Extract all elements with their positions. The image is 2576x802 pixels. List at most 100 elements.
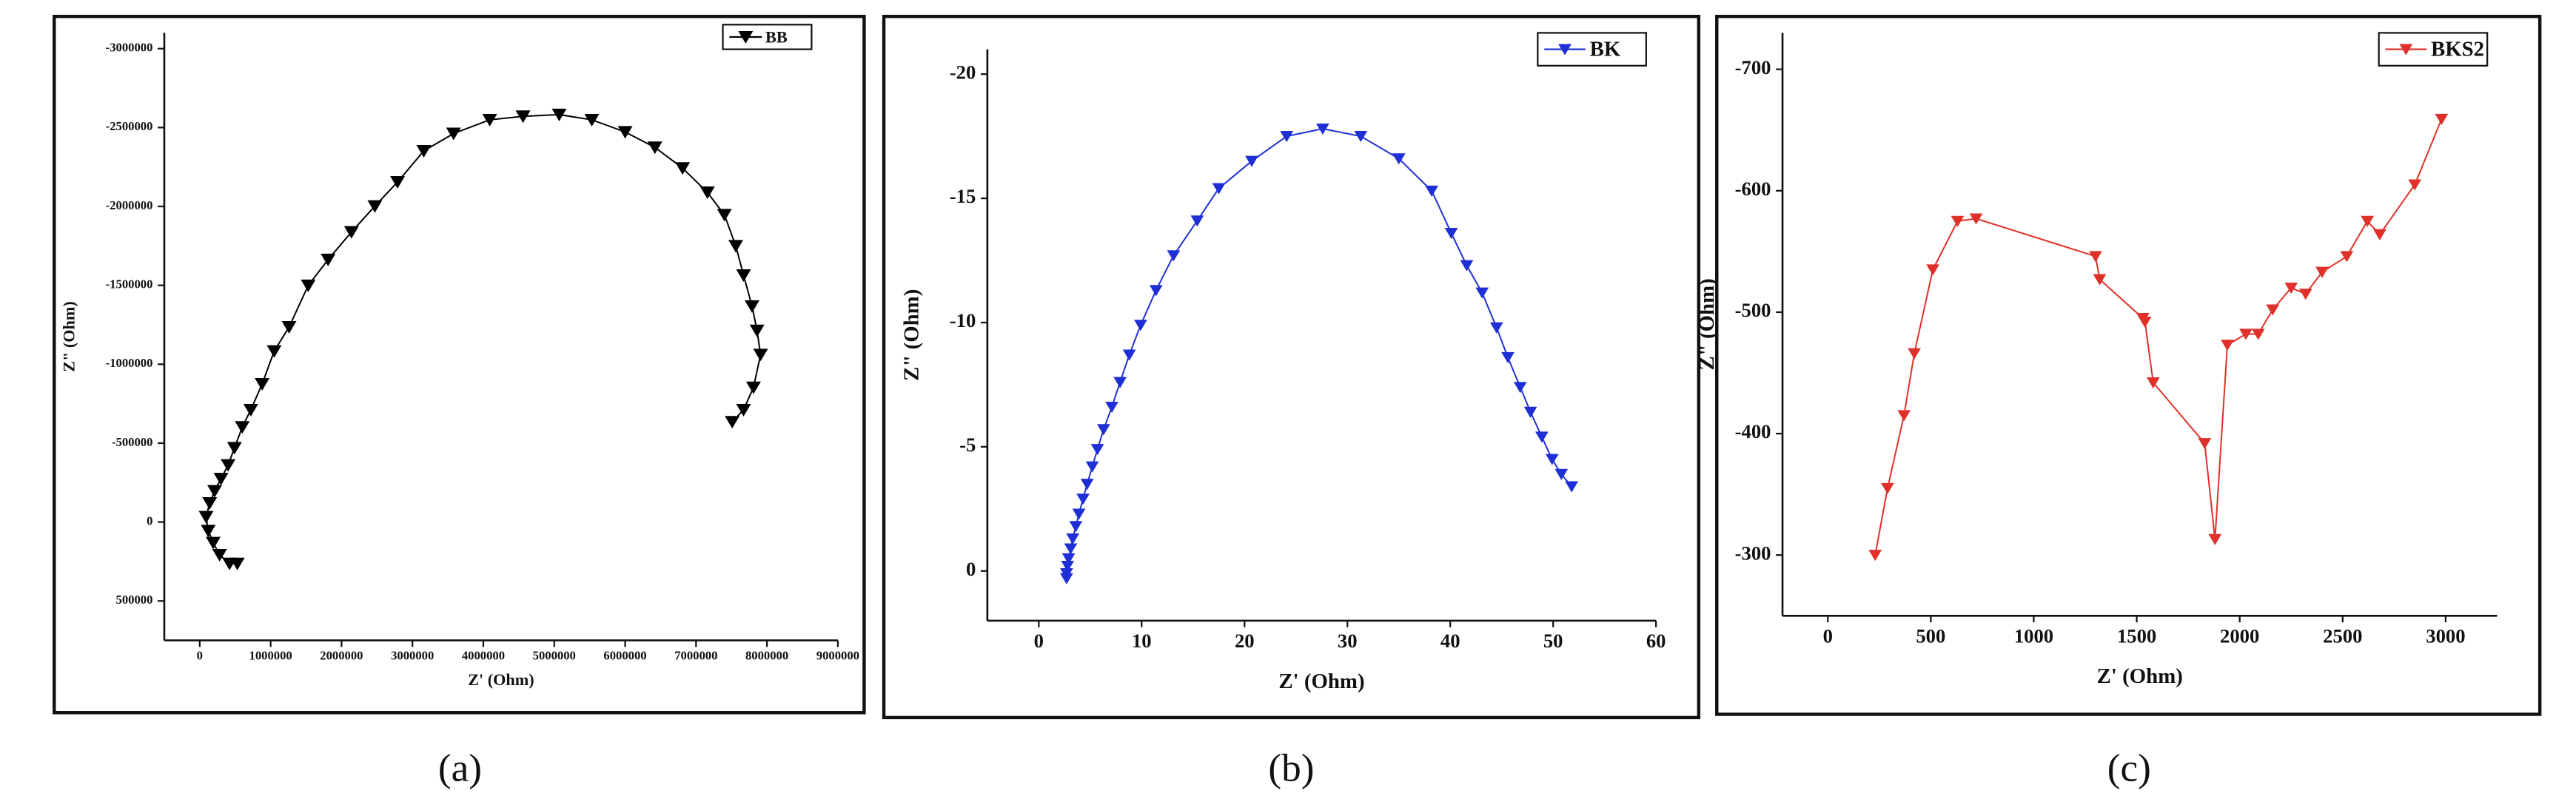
- marker: [1501, 351, 1515, 363]
- marker: [745, 300, 759, 313]
- y-tick-label: -1500000: [106, 277, 153, 291]
- marker: [2208, 533, 2222, 545]
- y-axis-title: Z" (Ohm): [1695, 278, 1719, 370]
- marker: [1908, 348, 1921, 360]
- panel-frame: [1715, 15, 2542, 716]
- x-tick-label: 10: [1132, 630, 1152, 652]
- x-tick-label: 7000000: [674, 649, 717, 663]
- marker: [2138, 316, 2152, 328]
- marker: [1475, 287, 1489, 299]
- series-line: [1065, 128, 1572, 579]
- y-tick-label: -2500000: [106, 119, 153, 133]
- y-tick-label: -700: [1735, 56, 1771, 78]
- marker: [202, 497, 218, 510]
- caption: (c): [2107, 746, 2151, 789]
- x-tick-label: 3000000: [391, 649, 434, 663]
- marker: [1076, 493, 1090, 505]
- marker: [675, 162, 691, 175]
- x-tick-label: 0: [1034, 630, 1044, 652]
- marker: [753, 348, 768, 362]
- marker: [1072, 508, 1086, 520]
- legend-marker: [2399, 44, 2413, 55]
- panel-frame: [53, 15, 866, 715]
- marker: [1545, 454, 1559, 465]
- marker: [482, 113, 497, 127]
- series-line: [1874, 118, 2443, 556]
- marker: [212, 548, 227, 562]
- marker: [1061, 553, 1076, 565]
- marker: [2408, 179, 2422, 191]
- y-tick-label: -500: [1735, 299, 1771, 321]
- marker: [201, 525, 216, 538]
- y-tick-label: -2000000: [106, 198, 153, 212]
- marker: [749, 324, 765, 337]
- marker: [1425, 185, 1439, 198]
- marker: [1064, 543, 1078, 555]
- marker: [1897, 410, 1911, 422]
- x-axis-title: Z' (Ohm): [468, 670, 534, 689]
- marker: [1069, 521, 1083, 533]
- marker: [1926, 264, 1940, 276]
- x-tick-label: 1000: [2014, 625, 2053, 647]
- marker: [1061, 560, 1075, 573]
- marker: [206, 536, 221, 550]
- x-tick-label: 2000000: [320, 649, 363, 663]
- x-tick-label: 40: [1440, 630, 1460, 652]
- y-tick-label: 0: [147, 513, 152, 528]
- marker: [515, 110, 531, 124]
- marker: [1565, 481, 1579, 493]
- x-tick-label: 60: [1646, 630, 1666, 652]
- marker: [584, 113, 600, 127]
- marker: [2239, 328, 2253, 340]
- marker: [1245, 155, 1258, 167]
- marker: [1444, 227, 1458, 240]
- y-axis-title: Z" (Ohm): [900, 289, 924, 381]
- marker: [1881, 482, 1894, 494]
- marker: [1122, 349, 1136, 361]
- marker: [1460, 260, 1474, 272]
- marker: [1134, 320, 1147, 331]
- marker: [2284, 283, 2298, 294]
- marker: [1097, 424, 1110, 436]
- x-tick-label: 30: [1338, 630, 1358, 652]
- marker: [1969, 213, 1983, 225]
- x-tick-label: 1500: [2117, 625, 2156, 647]
- marker: [647, 141, 663, 155]
- marker: [1149, 285, 1163, 297]
- x-tick-label: 2000: [2220, 625, 2259, 647]
- marker: [221, 459, 236, 472]
- legend-label: BKS2: [2431, 37, 2484, 61]
- marker: [1085, 461, 1099, 473]
- y-tick-label: -15: [950, 185, 976, 207]
- marker: [416, 144, 432, 158]
- marker: [1316, 123, 1329, 135]
- x-tick-label: 6000000: [603, 649, 646, 663]
- marker: [1059, 573, 1073, 584]
- marker: [1280, 131, 1294, 143]
- marker: [1513, 382, 1527, 394]
- legend-label: BK: [1590, 37, 1621, 61]
- marker: [2373, 229, 2387, 240]
- y-tick-label: 500000: [116, 593, 153, 607]
- marker: [243, 403, 258, 417]
- x-tick-label: 8000000: [745, 649, 788, 663]
- y-tick-label: -600: [1735, 178, 1771, 200]
- y-tick-label: -400: [1735, 420, 1771, 442]
- marker: [1392, 153, 1406, 165]
- marker: [266, 345, 282, 358]
- marker: [2361, 215, 2375, 227]
- marker: [446, 127, 461, 141]
- marker: [198, 510, 214, 524]
- marker: [1354, 131, 1368, 143]
- x-tick-label: 50: [1543, 630, 1563, 652]
- marker: [255, 377, 270, 391]
- y-tick-label: -500000: [112, 435, 152, 449]
- marker: [343, 226, 359, 239]
- marker: [227, 442, 242, 455]
- caption: (b): [1268, 746, 1314, 789]
- caption: (a): [438, 746, 482, 789]
- marker: [2093, 274, 2107, 286]
- x-tick-label: 0: [1823, 625, 1833, 647]
- y-tick-label: -20: [950, 61, 976, 83]
